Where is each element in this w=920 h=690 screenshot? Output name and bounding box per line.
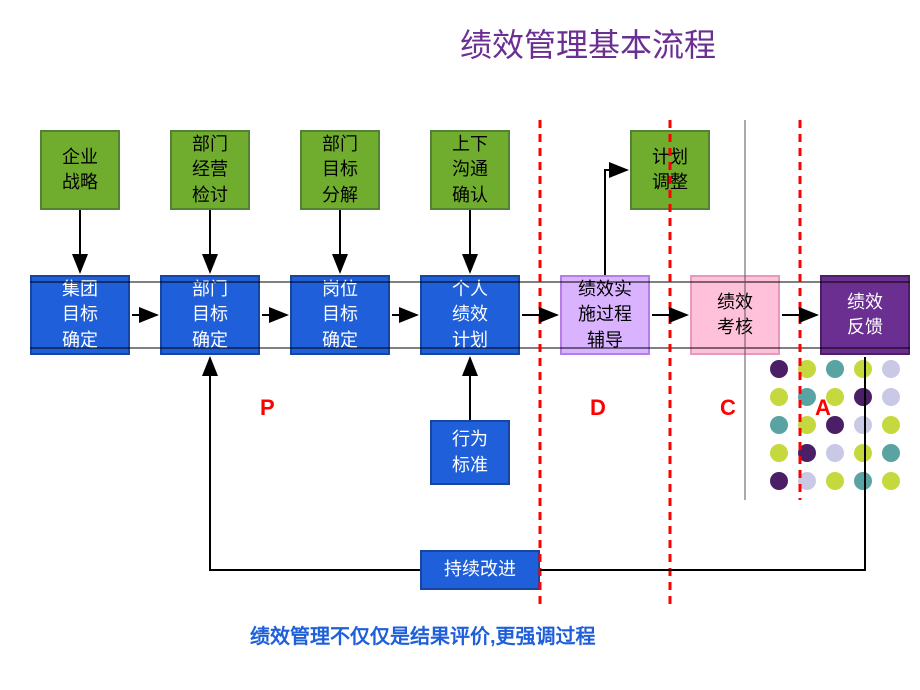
dot-icon [798, 472, 816, 490]
dot-icon [770, 360, 788, 378]
dot-icon [882, 416, 900, 434]
dot-icon [826, 388, 844, 406]
dot-icon [770, 416, 788, 434]
dot-icon [854, 472, 872, 490]
dot-icon [770, 388, 788, 406]
node-b4: 个人 绩效 计划 [420, 275, 520, 355]
node-g2: 部门 经营 检讨 [170, 130, 250, 210]
dot-icon [770, 472, 788, 490]
dot-icon [882, 388, 900, 406]
node-g4: 上下 沟通 确认 [430, 130, 510, 210]
node-b3: 岗位 目标 确定 [290, 275, 390, 355]
node-b6: 持续改进 [420, 550, 540, 590]
dot-icon [826, 360, 844, 378]
phase-label: C [720, 395, 736, 421]
phase-label: P [260, 395, 275, 421]
dot-icon [770, 444, 788, 462]
dot-icon [854, 360, 872, 378]
dot-icon [798, 444, 816, 462]
node-g5: 计划 调整 [630, 130, 710, 210]
phase-label: D [590, 395, 606, 421]
dot-icon [798, 416, 816, 434]
node-b1: 集团 目标 确定 [30, 275, 130, 355]
dot-icon [854, 388, 872, 406]
node-pd1: 绩效 反馈 [820, 275, 910, 355]
dot-icon [826, 472, 844, 490]
node-g3: 部门 目标 分解 [300, 130, 380, 210]
dot-icon [798, 360, 816, 378]
dot-icon [882, 444, 900, 462]
dot-icon [882, 472, 900, 490]
dot-icon [798, 388, 816, 406]
dot-icon [826, 416, 844, 434]
dot-icon [882, 360, 900, 378]
node-b5: 行为 标准 [430, 420, 510, 485]
node-b2: 部门 目标 确定 [160, 275, 260, 355]
footer-text: 绩效管理不仅仅是结果评价,更强调过程 [250, 620, 596, 649]
dot-icon [854, 444, 872, 462]
dot-icon [854, 416, 872, 434]
page-title: 绩效管理基本流程 [460, 20, 716, 66]
node-pk1: 绩效 考核 [690, 275, 780, 355]
dot-icon [826, 444, 844, 462]
node-p1: 绩效实 施过程 辅导 [560, 275, 650, 355]
node-g1: 企业 战略 [40, 130, 120, 210]
